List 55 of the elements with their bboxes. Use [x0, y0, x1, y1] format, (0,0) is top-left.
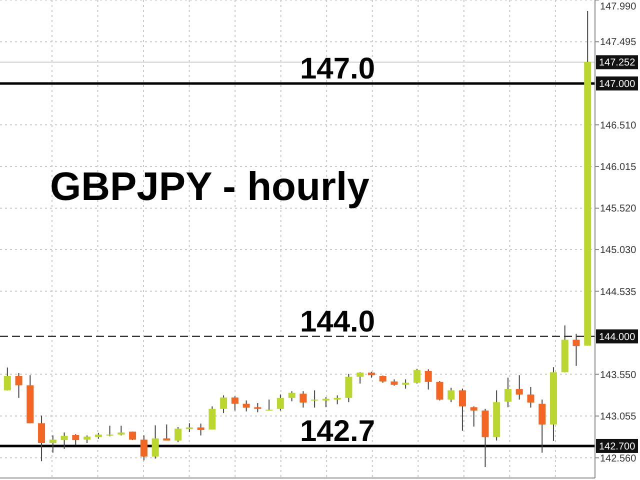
y-tick-label: 142.560	[600, 453, 637, 464]
candlestick	[424, 368, 432, 390]
annotation: 144.0	[300, 305, 376, 338]
candlestick	[72, 434, 80, 446]
y-tick-label: 143.055	[600, 412, 637, 423]
candlestick	[402, 378, 410, 390]
candlestick	[38, 415, 46, 462]
ref-line-label: 147.000	[599, 78, 636, 90]
candlestick	[538, 399, 546, 454]
candlestick	[516, 374, 523, 400]
candlestick	[4, 367, 11, 391]
y-tick-label: 143.550	[600, 370, 637, 381]
candlestick	[140, 434, 148, 461]
candlestick	[527, 386, 534, 408]
candlestick	[152, 424, 159, 460]
candlestick	[300, 390, 307, 408]
candlestick	[436, 380, 444, 401]
candlestick	[458, 388, 466, 432]
candlestick	[197, 423, 204, 436]
candlestick	[106, 425, 114, 437]
annotation: 142.7	[300, 414, 376, 448]
candlestick	[174, 426, 182, 443]
candlestick	[266, 399, 273, 412]
candlestick	[572, 333, 580, 366]
candlestick	[220, 394, 228, 414]
annotation: 147.0	[300, 52, 376, 86]
y-tick-label: 147.495	[600, 37, 637, 48]
candlestick	[163, 424, 170, 441]
candlestick	[288, 390, 296, 402]
candlestick	[356, 372, 364, 384]
candlestick	[60, 432, 68, 450]
candlestick	[49, 434, 56, 454]
y-tick-label: 147.990	[600, 2, 637, 12]
text: GBPJPY - hourly	[50, 165, 370, 209]
y-tick-label: 144.535	[600, 286, 637, 298]
candlestick	[448, 387, 455, 403]
ref-line-label: 147.252	[599, 58, 636, 69]
y-tick-label: 145.520	[600, 204, 637, 215]
candlestick	[345, 373, 352, 403]
ref-line-label: 144.000	[599, 332, 636, 343]
y-tick-label: 146.015	[600, 162, 637, 173]
candlestick	[231, 396, 238, 412]
candlestick	[504, 377, 512, 408]
y-tick-label: 145.030	[600, 245, 637, 256]
candlestick	[276, 394, 284, 412]
candlestick	[208, 406, 216, 430]
candlestick	[254, 402, 262, 413]
ref-line-label: 142.700	[599, 441, 636, 452]
candlestick	[413, 368, 420, 384]
candlestick	[15, 372, 22, 398]
candlestick	[470, 406, 478, 428]
y-tick-label: 146.510	[600, 120, 637, 132]
candlestick	[118, 425, 125, 436]
candlestick	[242, 400, 250, 412]
candlestick	[311, 390, 318, 408]
